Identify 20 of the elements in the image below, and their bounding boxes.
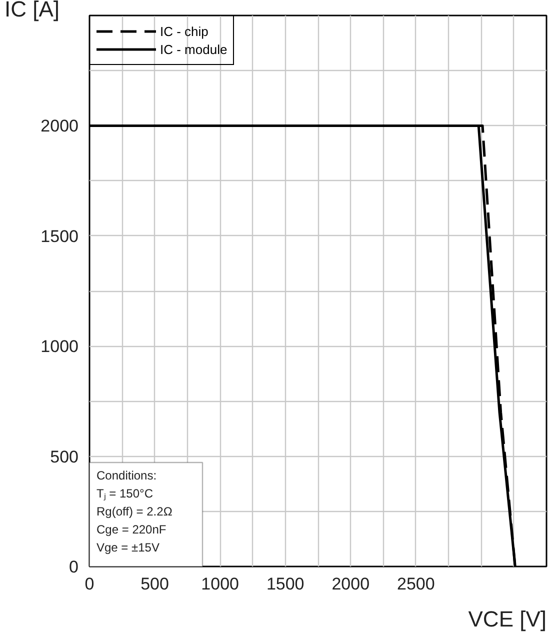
x-tick-label: 0 — [84, 574, 94, 594]
x-tick-label: 500 — [140, 574, 169, 594]
x-axis-title: VCE [V] — [468, 606, 547, 632]
x-tick-label: 1500 — [266, 574, 304, 594]
annotation: Rg(off) = 2.2Ω — [96, 504, 172, 518]
annotation: Cge = 220nF — [96, 522, 166, 536]
annotation: Conditions: — [96, 468, 157, 482]
legend-label: IC - chip — [160, 22, 208, 40]
legend-label: IC - module — [160, 40, 228, 58]
x-tick-label: 2000 — [332, 574, 370, 594]
y-tick-label: 1000 — [40, 337, 79, 356]
y-tick-label: 500 — [50, 447, 79, 466]
y-tick-label: 1500 — [40, 226, 79, 246]
x-tick-label: 1000 — [201, 574, 239, 594]
y-axis-title: IC [A] — [4, 0, 60, 22]
annotation: Vge = ±15V — [96, 540, 160, 554]
x-tick-label: 2500 — [397, 574, 435, 594]
y-tick-label: 2000 — [40, 116, 79, 136]
y-tick-label: 0 — [69, 558, 79, 576]
annotation: Tⱼ = 150°C — [96, 486, 154, 500]
